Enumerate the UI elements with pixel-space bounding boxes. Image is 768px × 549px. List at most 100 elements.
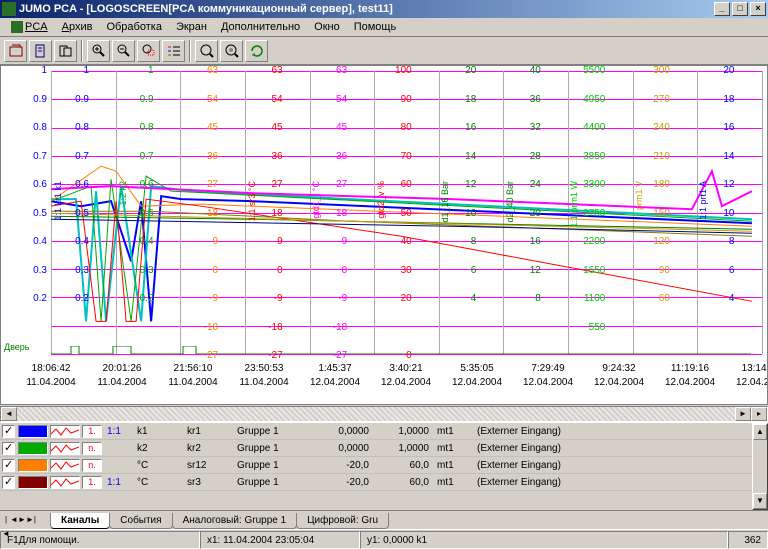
table-row[interactable]: 1. 1:1 k1 kr1 Gruppe 1 0,0000 1,0000 mt1… [0,423,752,440]
y-tick-label: 70 [372,151,412,162]
menu-extra[interactable]: Дополнительно [214,19,307,35]
y-tick-label: 8 [436,236,476,247]
y-tick-label: 90 [372,94,412,105]
color-swatch[interactable] [18,459,48,472]
color-swatch[interactable] [18,425,48,438]
y-tick-label: 40 [501,65,541,76]
y-tick-label: 300 [630,65,670,76]
x-date-label: 12.04.2004 [305,377,365,388]
unit: °C [133,460,183,471]
y-tick-label: 27 [243,179,283,190]
y-tick-label: 0.4 [114,236,154,247]
door-label: Дверь [4,342,29,352]
y-tick-label: 36 [243,151,283,162]
y-tick-label: 0 [307,265,347,276]
y-tick-label: 1 [114,65,154,76]
menu-help[interactable]: Помощь [347,19,404,35]
tool-open[interactable] [4,40,27,62]
chart-hscroll[interactable]: ◄ ► ▸ [0,406,768,422]
x-time-label: 3:40:21 [376,363,436,374]
menu-archive[interactable]: Архив [55,19,100,35]
scroll-right[interactable]: ► [735,407,751,421]
menu-process[interactable]: Обработка [99,19,168,35]
tool-zoom2[interactable] [220,40,243,62]
x-date-label: 11.04.2004 [234,377,294,388]
tool-zoomin[interactable] [87,40,110,62]
tool-zoomrect[interactable] [137,40,160,62]
y-tick-label: 5500 [565,65,605,76]
y-tick-label: 6 [436,265,476,276]
row-checkbox[interactable] [2,459,15,472]
status-num: 362 [728,531,768,549]
y-tick-label: 20 [694,65,734,76]
status-y: y1: 0,0000 k1 [360,531,728,549]
y-tick-label: 45 [243,122,283,133]
group: Gruppe 1 [233,477,313,488]
tab-2[interactable]: Аналоговый: Gruppe 1 [172,513,298,529]
y-tick-label: 1 [49,65,89,76]
tab-3[interactable]: Цифровой: Gru [296,513,389,529]
y-tick-label: 36 [501,94,541,105]
y-tick-label: -9 [178,293,218,304]
row-checkbox[interactable] [2,476,15,489]
y-tick-label: 12 [501,265,541,276]
max: 1,0000 [373,443,433,454]
window-title: JUMO PCA - [LOGOSCREEN[PCA коммуникацион… [19,3,714,15]
tab-first[interactable]: |◄ [2,513,10,527]
color-swatch[interactable] [18,476,48,489]
tool-refresh[interactable] [245,40,268,62]
y-tick-label: 0.4 [49,236,89,247]
row-checkbox[interactable] [2,425,15,438]
y-tick-label: 12 [436,179,476,190]
close-button[interactable]: × [750,2,766,16]
tool-doc2[interactable] [54,40,77,62]
scroll-left[interactable]: ◄ [1,407,17,421]
tool-doc1[interactable] [29,40,52,62]
y-tick-label: 100 [372,65,412,76]
scroll-end[interactable]: ▸ [751,407,767,421]
row-checkbox[interactable] [2,442,15,455]
tab-1[interactable]: События [109,513,172,529]
y-tick-label: 32 [501,122,541,133]
tab-next[interactable]: ► [18,513,26,527]
y-tick-label: 0.2 [114,293,154,304]
x-date-label: 11.04.2004 [92,377,152,388]
y-tick-label: 0.8 [49,122,89,133]
table-row[interactable]: n. k2 kr2 Gruppe 1 0,0000 1,0000 mt1 (Ex… [0,440,752,457]
table-vscroll[interactable]: ▲ ▼ [752,423,768,510]
tool-zoomout[interactable] [112,40,135,62]
tool-legend[interactable] [162,40,185,62]
y-tick-label: 54 [178,94,218,105]
scroll-up[interactable]: ▲ [753,424,767,440]
tab-last[interactable]: ►| [26,513,34,527]
y-tick-label: 6 [694,265,734,276]
menu-screen[interactable]: Экран [169,19,214,35]
menu-pca[interactable]: PCA [4,19,55,35]
menu-window[interactable]: Окно [307,19,347,35]
spark-preview [50,476,80,489]
table-row[interactable]: n. °C sr12 Gruppe 1 -20,0 60,0 mt1 (Exte… [0,457,752,474]
app-icon [2,2,16,16]
y-tick-label: 8 [694,236,734,247]
ch: mt1 [433,443,473,454]
scroll-down[interactable]: ▼ [753,493,767,509]
y-tick-label: 80 [372,122,412,133]
y-tick-label: 12 [694,179,734,190]
x-date-label: 11.04.2004 [163,377,223,388]
tab-0[interactable]: Каналы [50,513,110,529]
chart-area[interactable]: 1:1 kr1 k11:2 k21:1 sr3 °Cgtd1_t °Cgtd2_… [0,65,768,405]
y-tick-label: 3850 [565,151,605,162]
maximize-button[interactable]: □ [732,2,748,16]
y-tick-label: 0.9 [114,94,154,105]
table-row[interactable]: 1. 1:1 °C sr3 Gruppe 1 -20,0 60,0 mt1 (E… [0,474,752,491]
x-date-label: 12.04.2004 [589,377,649,388]
x-time-label: 21:56:10 [163,363,223,374]
y-tick-label: 180 [630,179,670,190]
y-tick-label: 36 [178,151,218,162]
x-time-label: 23:50:53 [234,363,294,374]
color-swatch[interactable] [18,442,48,455]
tab-prev[interactable]: ◄ [10,513,18,527]
y-tick-label: 63 [178,65,218,76]
minimize-button[interactable]: _ [714,2,730,16]
tool-zoom1[interactable] [195,40,218,62]
